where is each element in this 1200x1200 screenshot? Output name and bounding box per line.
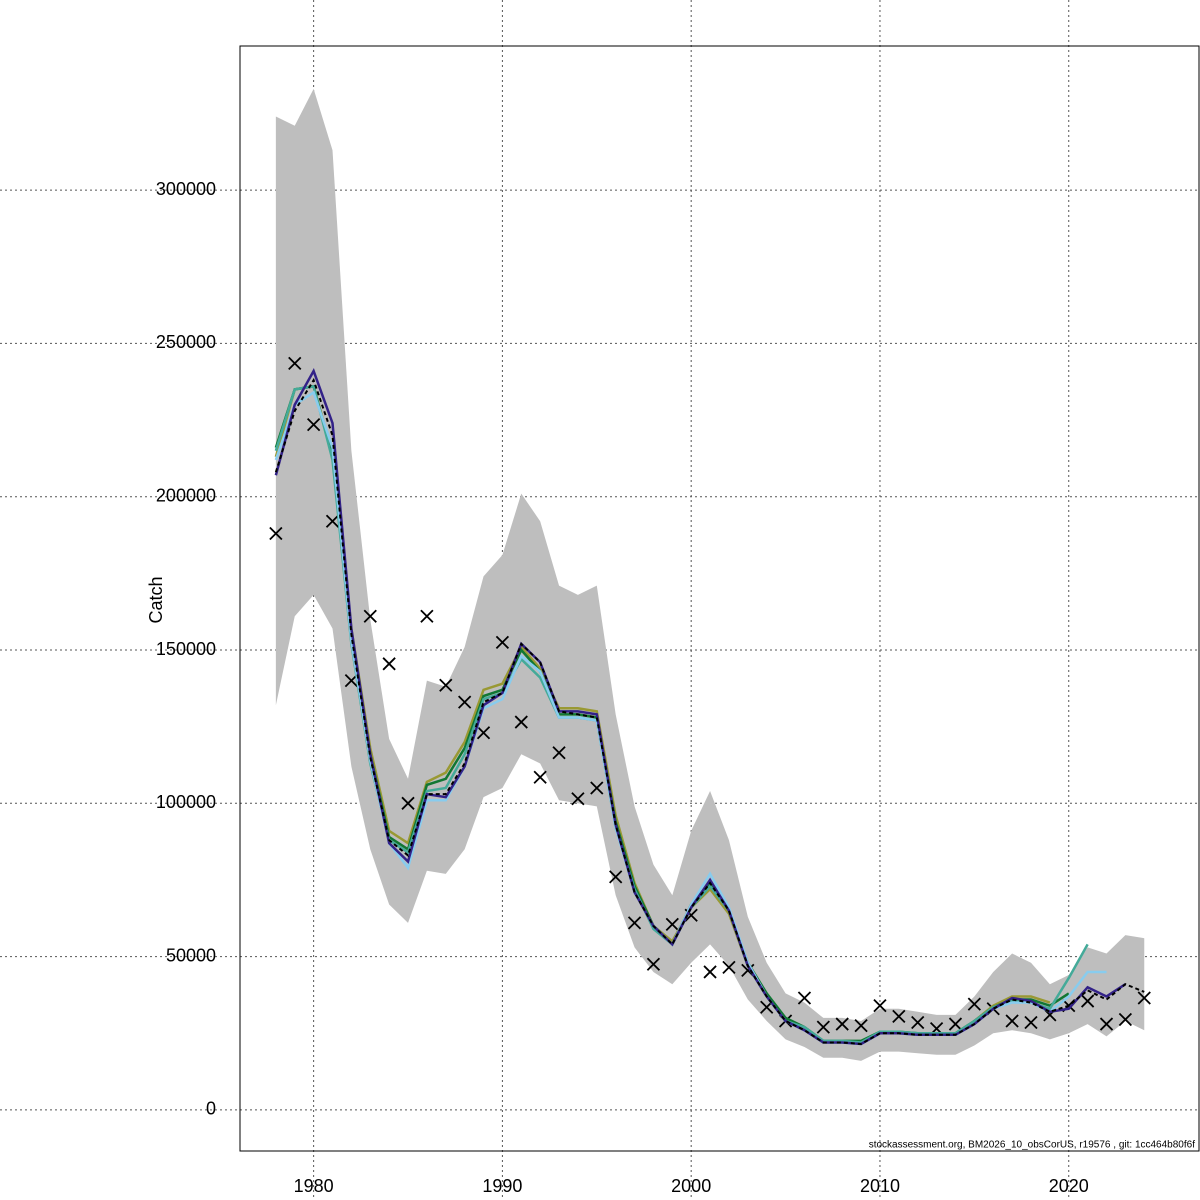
observation bbox=[722, 960, 736, 974]
observation bbox=[476, 726, 491, 740]
y-tick-label: 0 bbox=[206, 1099, 216, 1119]
observation bbox=[401, 796, 415, 810]
series-line bbox=[274, 377, 1145, 1046]
y-tick-label: 100000 bbox=[156, 792, 216, 812]
observation bbox=[363, 609, 377, 623]
footnote: stockassessment.org, BM2026_10_obsCorUS,… bbox=[869, 1140, 1196, 1151]
observation bbox=[816, 1020, 830, 1034]
observation bbox=[571, 792, 585, 806]
confidence-band bbox=[275, 88, 1145, 1061]
observation bbox=[948, 1017, 963, 1031]
y-tick-label: 250000 bbox=[156, 332, 216, 352]
observation bbox=[382, 657, 396, 671]
observation bbox=[665, 917, 679, 932]
observation bbox=[873, 999, 887, 1013]
x-tick-label: 2000 bbox=[671, 1176, 711, 1196]
y-tick-label: 150000 bbox=[156, 639, 216, 659]
observation bbox=[325, 514, 340, 528]
observation bbox=[552, 746, 566, 760]
observation bbox=[967, 997, 981, 1011]
observation bbox=[495, 635, 510, 649]
observation bbox=[1005, 1014, 1019, 1028]
observation bbox=[1099, 1017, 1114, 1031]
x-tick-label: 2010 bbox=[860, 1176, 900, 1196]
observation bbox=[420, 609, 434, 623]
y-axis-label: Catch bbox=[146, 576, 166, 623]
x-tick-label: 1990 bbox=[482, 1176, 522, 1196]
y-tick-label: 300000 bbox=[156, 179, 216, 199]
observation bbox=[514, 715, 528, 729]
plot-frame bbox=[239, 45, 1200, 1152]
observation bbox=[797, 991, 812, 1005]
observation bbox=[1137, 991, 1151, 1005]
observation bbox=[911, 1015, 925, 1030]
observation bbox=[439, 678, 453, 692]
observation bbox=[590, 781, 604, 795]
y-tick-label: 200000 bbox=[156, 485, 216, 505]
observation bbox=[627, 916, 642, 930]
observation bbox=[835, 1017, 849, 1031]
observation bbox=[703, 965, 717, 979]
observation bbox=[269, 526, 283, 541]
y-tick-label: 50000 bbox=[166, 945, 216, 965]
observation bbox=[533, 770, 547, 784]
observation bbox=[1080, 994, 1095, 1008]
x-tick-label: 1980 bbox=[294, 1176, 334, 1196]
x-tick-label: 2020 bbox=[1049, 1176, 1089, 1196]
observation bbox=[892, 1009, 906, 1024]
observation bbox=[1118, 1012, 1133, 1027]
observation bbox=[609, 870, 623, 884]
observation bbox=[1024, 1015, 1038, 1030]
observation bbox=[854, 1018, 868, 1033]
observation bbox=[458, 695, 472, 709]
observation bbox=[288, 356, 302, 370]
observation bbox=[646, 957, 661, 971]
observation bbox=[306, 418, 321, 432]
